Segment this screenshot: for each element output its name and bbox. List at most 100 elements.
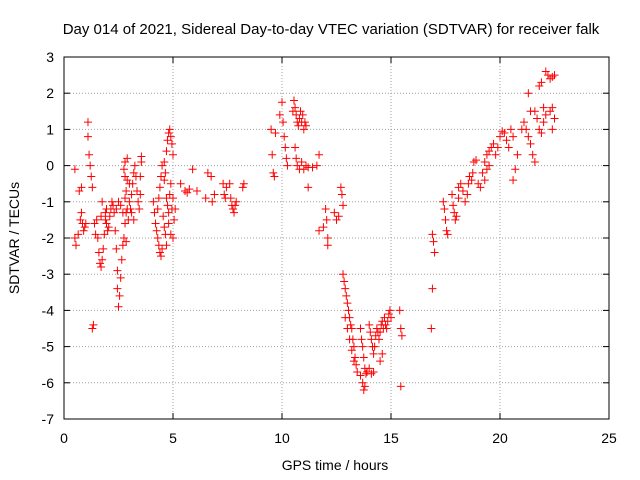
data-point xyxy=(315,226,324,235)
data-point xyxy=(461,197,470,206)
data-point xyxy=(114,197,123,206)
x-tick-label: 10 xyxy=(274,430,290,446)
data-point xyxy=(336,183,345,192)
data-point xyxy=(121,157,130,166)
x-axis-label: GPS time / hours xyxy=(282,457,389,473)
data-point xyxy=(535,81,544,90)
data-point xyxy=(89,320,98,329)
data-point xyxy=(79,226,88,235)
data-point xyxy=(478,168,487,177)
data-point xyxy=(126,205,135,214)
data-point xyxy=(102,219,111,228)
data-point xyxy=(509,176,518,185)
data-point xyxy=(548,72,557,81)
data-point xyxy=(474,179,483,188)
data-point xyxy=(153,234,162,242)
data-point xyxy=(74,230,83,239)
data-point xyxy=(165,190,174,199)
data-point xyxy=(539,118,548,127)
data-point xyxy=(442,226,451,235)
data-point xyxy=(208,197,217,206)
data-point xyxy=(117,255,126,264)
data-point xyxy=(133,186,142,195)
data-point xyxy=(369,349,378,358)
data-point xyxy=(353,367,362,376)
data-point xyxy=(526,139,535,148)
data-point xyxy=(300,118,309,127)
data-point xyxy=(356,371,365,380)
data-point xyxy=(116,273,125,282)
data-point xyxy=(346,320,355,329)
data-point xyxy=(169,234,177,242)
data-point xyxy=(94,248,103,257)
data-point xyxy=(541,67,550,76)
data-point xyxy=(546,107,555,116)
data-point xyxy=(230,208,239,217)
data-point xyxy=(344,306,353,315)
data-point xyxy=(77,183,86,192)
y-tick-label: -4 xyxy=(42,302,55,318)
data-point xyxy=(77,208,86,217)
data-point xyxy=(539,103,548,112)
data-point xyxy=(210,190,219,199)
data-point xyxy=(440,205,449,214)
data-point xyxy=(125,197,134,206)
data-point xyxy=(382,324,391,333)
data-point xyxy=(365,320,374,329)
data-point xyxy=(439,197,448,206)
data-point xyxy=(170,215,179,224)
data-point xyxy=(299,165,308,174)
data-point xyxy=(222,183,231,192)
data-point xyxy=(176,179,185,188)
data-point xyxy=(270,172,279,181)
data-point xyxy=(220,190,229,199)
data-point xyxy=(136,190,145,199)
data-point xyxy=(166,230,175,239)
data-point xyxy=(104,223,113,232)
data-point xyxy=(378,349,387,358)
data-point xyxy=(130,161,139,170)
data-point xyxy=(337,190,346,199)
data-point xyxy=(116,201,125,210)
data-point xyxy=(366,328,375,337)
data-point xyxy=(468,168,477,177)
data-point xyxy=(291,143,300,152)
data-point xyxy=(498,127,507,136)
data-point xyxy=(467,176,476,185)
data-point xyxy=(80,223,89,232)
data-point xyxy=(358,342,367,351)
data-point xyxy=(158,244,167,253)
data-point xyxy=(315,150,324,159)
data-point xyxy=(375,335,384,344)
data-point xyxy=(164,129,173,138)
data-point xyxy=(282,154,291,163)
data-point xyxy=(454,183,463,192)
data-point xyxy=(296,107,305,116)
data-point xyxy=(530,157,539,166)
data-point xyxy=(464,179,473,188)
data-point xyxy=(90,219,99,228)
data-point xyxy=(340,277,349,286)
data-point xyxy=(114,302,123,311)
data-point xyxy=(370,342,379,351)
data-point xyxy=(183,188,192,197)
data-point xyxy=(299,125,308,134)
data-point xyxy=(269,168,278,177)
data-point xyxy=(351,353,360,362)
data-point xyxy=(345,335,354,344)
data-point xyxy=(166,132,175,141)
y-tick-label: 0 xyxy=(46,158,54,174)
y-tick-label: 1 xyxy=(46,121,54,137)
data-point xyxy=(341,284,350,293)
data-point xyxy=(369,367,378,376)
data-point xyxy=(163,201,172,210)
data-point xyxy=(203,168,212,177)
data-point xyxy=(278,98,286,107)
data-point xyxy=(109,201,118,210)
data-point xyxy=(75,186,84,195)
data-point xyxy=(135,205,144,214)
data-point xyxy=(358,378,367,387)
data-point xyxy=(530,107,539,116)
data-point xyxy=(239,179,248,188)
y-tick-label: -2 xyxy=(42,230,55,246)
